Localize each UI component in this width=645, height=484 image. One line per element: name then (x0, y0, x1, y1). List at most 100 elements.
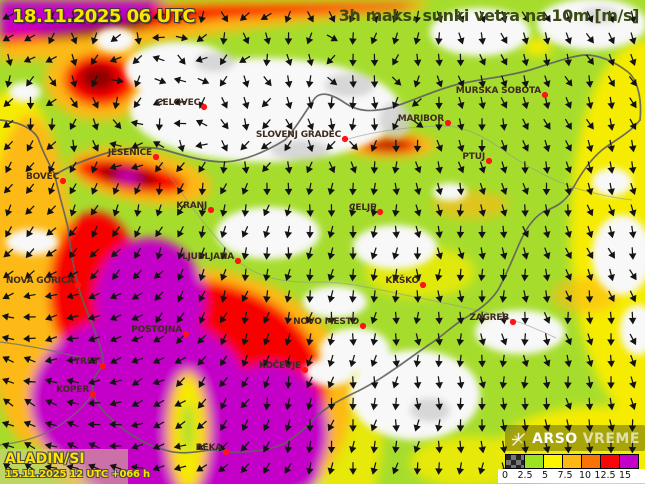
wind-arrow (521, 182, 529, 195)
wind-arrow (586, 182, 594, 196)
wind-arrow (89, 248, 100, 258)
wind-arrow (173, 119, 187, 128)
wind-arrow (542, 268, 551, 282)
wind-arrow (219, 75, 228, 87)
wind-arrow (109, 399, 122, 407)
wind-arrow (153, 335, 165, 343)
coastline (0, 341, 104, 446)
wind-arrow (306, 462, 314, 475)
city-dot-nova-gorica (74, 281, 82, 289)
wind-arrow (564, 161, 572, 174)
city-label-trst: TRST (74, 357, 100, 367)
wind-arrow (478, 376, 486, 389)
wind-arrow (306, 118, 314, 131)
city-label-ptuj: PTUJ (462, 152, 485, 162)
wind-arrow (284, 182, 293, 196)
wind-arrow (327, 225, 335, 239)
wind-arrow (110, 33, 122, 43)
wind-arrow (326, 34, 338, 42)
wind-arrow (109, 335, 122, 343)
wind-arrow (456, 397, 465, 411)
wind-arrow (87, 399, 101, 407)
wind-arrow (349, 118, 357, 131)
wind-arrow (154, 77, 167, 85)
wind-arrow (327, 182, 335, 196)
wind-arrow (2, 356, 14, 363)
city-label-celje: CELJE (349, 203, 376, 213)
wind-arrow (44, 420, 58, 428)
wind-arrow (177, 183, 184, 195)
wind-arrow (392, 139, 400, 153)
wind-arrow (284, 247, 293, 260)
wind-arrow (45, 313, 58, 321)
wind-arrow (1, 334, 15, 342)
wind-arrow (2, 34, 14, 42)
wind-arrow (521, 204, 529, 217)
wind-arrow (521, 53, 529, 67)
wind-arrow (607, 247, 616, 259)
wind-arrow (91, 10, 99, 24)
wind-arrow (370, 161, 379, 174)
wind-arrow (478, 397, 486, 411)
wind-arrow (153, 399, 165, 407)
wind-arrow (241, 118, 250, 131)
wind-arrow (88, 292, 100, 300)
wind-arrow (87, 420, 101, 429)
city-dot-celovec (200, 103, 208, 111)
wind-arrow (628, 161, 637, 174)
wind-arrow (306, 376, 314, 389)
wind-arrow (327, 354, 335, 368)
wind-arrow (629, 53, 637, 67)
wind-arrow (370, 32, 378, 45)
wind-arrow (176, 312, 185, 323)
wind-arrow (130, 421, 144, 429)
wind-arrow (130, 119, 144, 128)
wind-arrow (392, 204, 400, 217)
wind-arrow (629, 354, 637, 367)
wind-arrow (500, 54, 508, 66)
wind-arrow (435, 311, 443, 325)
wind-arrow (68, 226, 78, 237)
wind-arrow (263, 204, 271, 217)
wind-arrow (349, 11, 356, 23)
wind-arrow (629, 182, 637, 196)
map-title: 3h maks. sunki vetra na 10m [m/s] (338, 6, 640, 25)
wind-arrow (500, 204, 508, 217)
brand-product: VREME (582, 431, 640, 447)
wind-arrow (70, 75, 78, 88)
wind-arrow (500, 75, 508, 88)
wind-arrow (219, 377, 228, 388)
legend-value: 15 (618, 470, 632, 481)
wind-arrow (392, 419, 400, 432)
wind-arrow (349, 53, 357, 67)
wind-arrow (435, 419, 443, 432)
wind-arrow (112, 182, 120, 195)
wind-arrow (607, 419, 615, 432)
wind-arrow (327, 290, 335, 303)
wind-arrow (68, 247, 78, 259)
wind-arrow (413, 440, 421, 453)
wind-arrow (177, 204, 185, 216)
wind-arrow (414, 161, 422, 174)
wind-arrow (326, 140, 336, 151)
wind-arrow (152, 55, 165, 63)
wind-arrow (522, 140, 529, 152)
wind-arrow (435, 333, 443, 346)
city-dot-reka (222, 448, 230, 456)
wind-arrow (5, 161, 12, 174)
wind-arrow (285, 118, 293, 130)
wind-arrow (44, 442, 58, 450)
wind-arrow (370, 268, 379, 282)
wind-arrow (196, 33, 208, 42)
wind-arrow (263, 419, 271, 432)
wind-arrow (585, 32, 594, 44)
wind-arrow (91, 32, 99, 45)
wind-arrow (220, 268, 228, 281)
wind-arrow (261, 97, 272, 108)
wind-arrow (411, 98, 422, 107)
wind-arrow (586, 11, 594, 23)
wind-arrow (585, 376, 594, 389)
wind-arrow (435, 247, 443, 260)
